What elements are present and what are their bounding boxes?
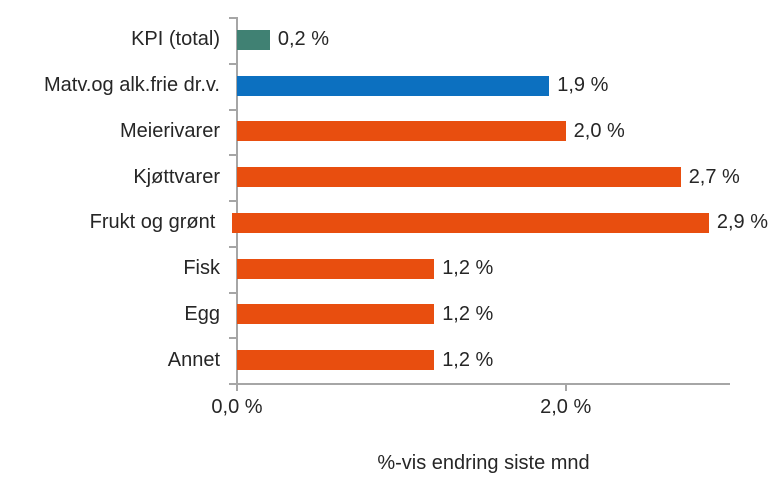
value-label: 1,2 % <box>442 302 494 325</box>
bar <box>237 167 681 188</box>
bar <box>232 212 709 233</box>
chart-row: Fisk 1,2 % <box>0 246 768 292</box>
category-label: KPI (total) <box>131 28 220 51</box>
bar <box>237 29 270 50</box>
value-label: 2,0 % <box>573 119 625 142</box>
chart-row: Matv.og alk.frie dr.v. 1,9 % <box>0 63 768 109</box>
value-label: 1,9 % <box>557 74 609 97</box>
y-axis-tick <box>229 200 236 202</box>
chart-row: Frukt og grønt 2,9 % <box>0 200 768 246</box>
value-label: 2,9 % <box>716 211 768 234</box>
value-label: 0,2 % <box>277 28 330 51</box>
category-label: Frukt og grønt <box>89 211 216 234</box>
bar <box>237 304 435 325</box>
category-label: Annet <box>167 348 220 371</box>
y-axis-tick <box>229 17 236 19</box>
chart-rows: KPI (total) 0,2 % Matv.og alk.frie dr.v. 1,… <box>0 17 768 383</box>
x-axis-tick-label: 0,0 % <box>211 396 263 418</box>
y-axis-tick <box>229 291 236 294</box>
y-axis-tick <box>229 108 236 111</box>
chart-row: Annet 1,2 % <box>0 337 768 383</box>
bar <box>237 258 435 279</box>
value-label: 1,2 % <box>442 348 494 371</box>
x-axis-title: %-vis endring siste mnd <box>377 452 590 474</box>
y-axis-tick <box>229 337 236 340</box>
y-axis-tick <box>229 62 236 65</box>
x-axis-tick-label: 2,0 % <box>540 396 592 418</box>
category-label: Matv.og alk.frie dr.v. <box>44 74 220 97</box>
bar <box>237 121 566 142</box>
x-axis-tick <box>564 383 567 391</box>
category-label: Meierivarer <box>119 119 220 142</box>
category-label: Kjøttvarer <box>133 165 220 188</box>
x-axis-tick <box>236 383 238 391</box>
chart-row: Kjøttvarer 2,7 % <box>0 154 768 200</box>
x-axis-line <box>229 383 730 385</box>
value-label: 2,7 % <box>688 165 740 188</box>
y-axis-tick <box>229 245 236 248</box>
y-axis-tick <box>229 154 236 157</box>
chart-row: KPI (total) 0,2 % <box>0 17 768 63</box>
bar <box>237 350 435 371</box>
category-label: Fisk <box>183 257 220 280</box>
chart-row: Egg 1,2 % <box>0 292 768 338</box>
category-label: Egg <box>184 302 220 325</box>
value-label: 1,2 % <box>442 257 494 280</box>
bar <box>237 75 550 96</box>
y-axis-line <box>236 17 238 391</box>
chart-row: Meierivarer 2,0 % <box>0 109 768 155</box>
